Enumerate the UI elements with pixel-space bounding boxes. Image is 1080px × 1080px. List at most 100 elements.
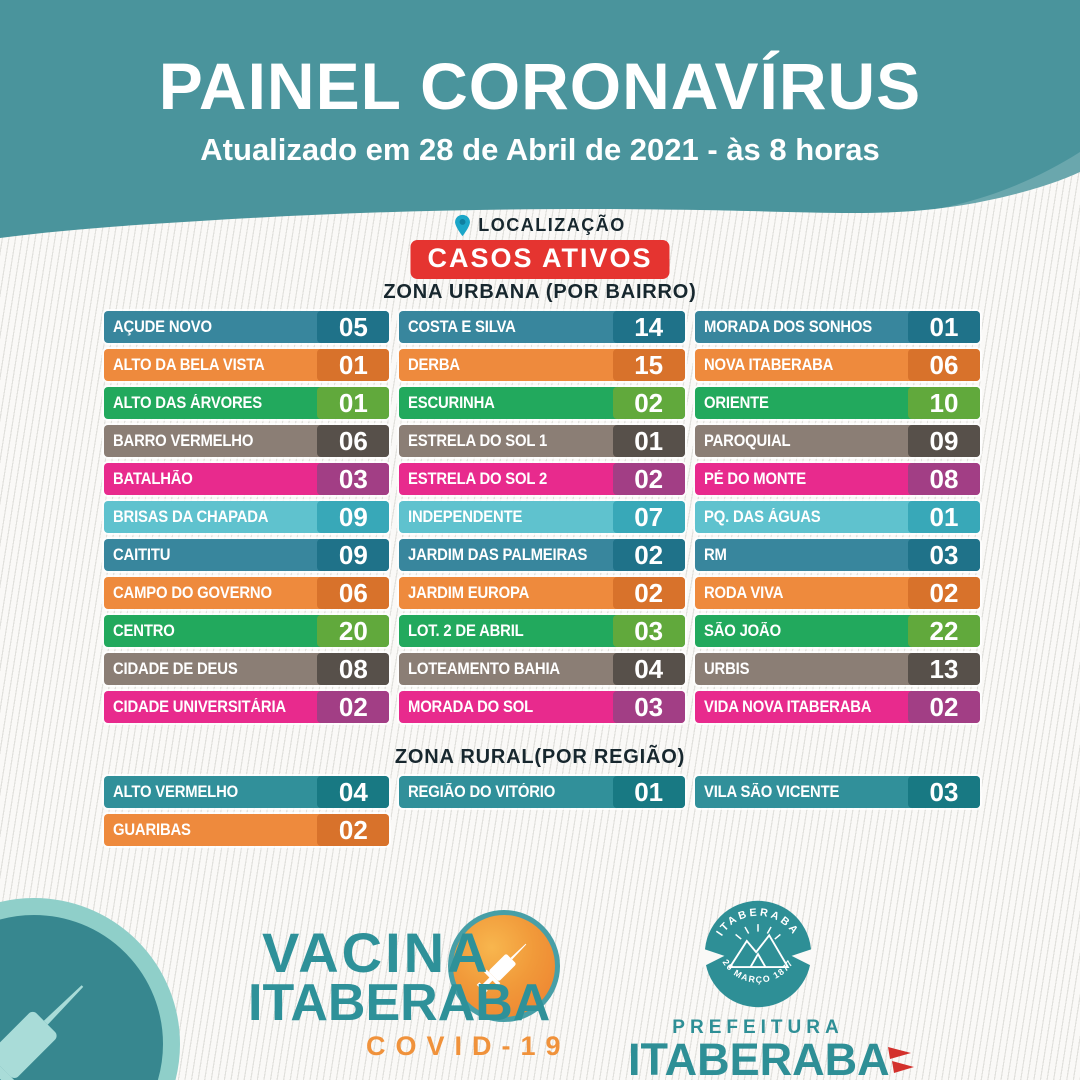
active-case-count: 03 [612,615,685,647]
case-bar-vila-s-o-vicente: VILA SÃO VICENTE 03 [694,776,980,808]
neighborhood-name: ALTO DAS ÁRVORES [113,393,262,412]
active-case-count: 02 [612,539,685,571]
active-case-count: 04 [612,653,685,685]
neighborhood-name: SÃO JOÃO [703,621,781,640]
neighborhood-name: ESTRELA DO SOL 2 [408,469,548,488]
case-bar-oriente: ORIENTE 10 [694,387,980,419]
neighborhood-name: CAITITU [113,545,171,564]
active-case-count: 13 [908,653,980,685]
case-bar-costa-e-silva: COSTA E SILVA 14 [399,311,685,343]
active-case-count: 03 [908,776,980,808]
neighborhood-name: GUARIBAS [113,820,191,839]
case-bar-paroquial: PAROQUIAL 09 [694,425,980,457]
case-bar-nova-itaberaba: NOVA ITABERABA 06 [694,349,980,381]
active-case-count: 02 [908,577,980,609]
active-case-count: 06 [317,577,390,609]
neighborhood-name: JARDIM DAS PALMEIRAS [408,545,588,564]
location-row: LOCALIZAÇÃO [0,214,1080,237]
active-case-count: 06 [908,349,980,381]
map-pin-icon [455,214,471,237]
case-bar-cidade-universit-ria: CIDADE UNIVERSITÁRIA 02 [104,691,390,723]
active-case-count: 01 [612,776,685,808]
vacina-itaberaba-logo: VACINA ITABERABA COVID-19 [248,910,588,1062]
page-title: PAINEL CORONAVÍRUS [158,49,922,123]
case-bar-morada-do-sol: MORADA DO SOL 03 [399,691,685,723]
active-case-count: 09 [317,501,390,533]
active-case-count: 02 [317,691,390,723]
neighborhood-name: VILA SÃO VICENTE [703,782,839,801]
active-case-count: 02 [317,814,390,846]
neighborhood-name: RM [703,545,727,564]
neighborhood-name: BRISAS DA CHAPADA [113,507,269,526]
neighborhood-name: PQ. DAS ÁGUAS [703,507,821,526]
active-case-count: 14 [612,311,685,343]
rural-cases-grid: ALTO VERMELHO 04 GUARIBAS 02 REGIÃO DO VITÓR… [104,776,980,846]
neighborhood-name: CAMPO DO GOVERNO [113,583,272,602]
neighborhood-name: VIDA NOVA ITABERABA [703,697,872,716]
city-seal-icon: ITABERABA 26 MARÇO 1877 [702,900,814,1008]
case-bar-s-o-jo-o: SÃO JOÃO 22 [694,615,980,647]
active-case-count: 01 [908,501,980,533]
case-bar-centro: CENTRO 20 [104,615,390,647]
corner-syringe-circle [0,898,180,1080]
case-bar-barro-vermelho: BARRO VERMELHO 06 [104,425,390,457]
active-case-count: 20 [317,615,390,647]
active-case-count: 08 [317,653,390,685]
urban-zone-title: ZONA URBANA (POR BAIRRO) [383,281,697,303]
active-case-count: 01 [612,425,685,457]
active-case-count: 03 [317,463,390,495]
case-bar-jardim-europa: JARDIM EUROPA 02 [399,577,685,609]
neighborhood-name: CIDADE UNIVERSITÁRIA [113,697,286,716]
prefeitura-city-name: ITABERABA [628,1037,914,1080]
neighborhood-name: AÇUDE NOVO [113,317,212,336]
neighborhood-name: BATALHÃO [113,469,193,488]
syringe-icon [0,985,84,1080]
location-label: LOCALIZAÇÃO [478,215,626,235]
neighborhood-name: JARDIM EUROPA [408,583,530,602]
neighborhood-name: ESCURINHA [408,393,495,412]
case-bar-estrela-do-sol-1: ESTRELA DO SOL 1 01 [399,425,685,457]
case-bar-rm: RM 03 [694,539,980,571]
neighborhood-name: PAROQUIAL [703,431,791,450]
case-bar-campo-do-governo: CAMPO DO GOVERNO 06 [104,577,390,609]
syringe-icon [476,943,527,994]
case-bar-brisas-da-chapada: BRISAS DA CHAPADA 09 [104,501,390,533]
neighborhood-name: MORADA DO SOL [408,697,534,716]
neighborhood-name: INDEPENDENTE [408,507,523,526]
case-bar-morada-dos-sonhos: MORADA DOS SONHOS 01 [694,311,980,343]
vacina-logo-line1: VACINA [262,921,491,984]
active-case-count: 04 [317,776,390,808]
neighborhood-name: ESTRELA DO SOL 1 [408,431,548,450]
case-bar-independente: INDEPENDENTE 07 [399,501,685,533]
vacina-logo-line2: ITABERABA [248,974,551,1032]
neighborhood-name: CENTRO [113,621,175,640]
neighborhood-name: ALTO VERMELHO [113,782,238,801]
case-bar-pq-das-guas: PQ. DAS ÁGUAS 01 [694,501,980,533]
neighborhood-name: MORADA DOS SONHOS [703,317,872,336]
neighborhood-name: REGIÃO DO VITÓRIO [408,782,556,801]
case-bar-p-do-monte: PÉ DO MONTE 08 [694,463,980,495]
neighborhood-name: URBIS [703,659,749,678]
active-case-count: 01 [317,349,390,381]
case-bar-loteamento-bahia: LOTEAMENTO BAHIA 04 [399,653,685,685]
neighborhood-name: PÉ DO MONTE [703,469,806,488]
neighborhood-name: DERBA [408,355,461,374]
active-case-count: 22 [908,615,980,647]
vaccine-syringe-badge [448,910,560,1022]
active-case-count: 09 [317,539,390,571]
active-case-count: 02 [612,387,685,419]
active-case-count: 03 [908,539,980,571]
case-bar-estrela-do-sol-2: ESTRELA DO SOL 2 02 [399,463,685,495]
prefeitura-itaberaba-logo: ITABERABA 26 MARÇO 1877 PREFEITURA ITABE… [628,898,914,1080]
neighborhood-name: LOTEAMENTO BAHIA [408,659,561,678]
case-bar-derba: DERBA 15 [399,349,685,381]
case-bar-batalh-o: BATALHÃO 03 [104,463,390,495]
case-bar-alto-da-bela-vista: ALTO DA BELA VISTA 01 [104,349,390,381]
prefeitura-label: PREFEITURA [672,1017,844,1038]
case-bar-vida-nova-itaberaba: VIDA NOVA ITABERABA 02 [694,691,980,723]
neighborhood-name: ORIENTE [703,393,769,412]
active-cases-badge: CASOS ATIVOS [410,240,670,279]
active-case-count: 05 [317,311,390,343]
active-case-count: 03 [612,691,685,723]
